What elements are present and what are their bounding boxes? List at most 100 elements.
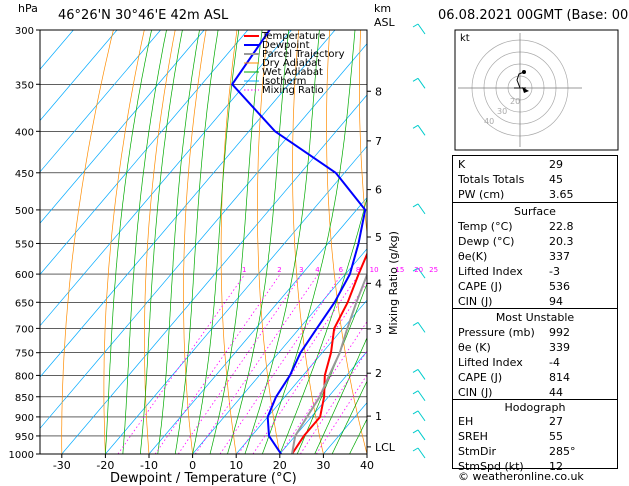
wet-adiabat-line — [174, 30, 219, 454]
km-label: km — [374, 2, 391, 15]
wind-barb-flag — [412, 429, 419, 434]
pressure-tick-label: 1000 — [9, 450, 34, 461]
mixing-ratio-line — [238, 273, 360, 454]
km-tick-label: 4 — [375, 277, 382, 290]
most-unstable-value: 339 — [549, 341, 570, 354]
hodograph-table-key: StmSpd (kt) — [458, 460, 524, 473]
dry-adiabat-line — [144, 30, 176, 454]
hodograph-table-value: 285° — [549, 445, 576, 458]
mixing-ratio-label: 3 — [299, 266, 303, 274]
km-tick-label: 1 — [375, 410, 382, 423]
mixing-ratio-line — [194, 273, 319, 454]
hodograph-table-value: 12 — [549, 460, 563, 473]
hodograph-ring-label: 40 — [484, 117, 494, 126]
hodograph-table-title: Hodograph — [504, 401, 566, 414]
most-unstable-value: 992 — [549, 326, 570, 339]
legend-entry: Parcel Trajectory — [262, 49, 345, 60]
isotherm-line — [148, 196, 367, 454]
dry-adiabat-line — [359, 30, 367, 237]
wind-barb — [417, 369, 426, 380]
most-unstable-key: CIN (J) — [458, 386, 493, 399]
surface-key: CIN (J) — [458, 295, 493, 308]
index-row: K 29 — [453, 157, 619, 172]
legend-entry: Isotherm — [262, 76, 306, 87]
hodograph-table-key: EH — [458, 415, 474, 428]
wet-adiabat-line — [279, 196, 367, 454]
hodograph-frame — [454, 29, 619, 151]
dry-adiabat-line — [391, 30, 454, 454]
indices-panel: K 29 Totals Totals 45 PW (cm) 3.65 Surface Te… — [452, 155, 619, 473]
dry-adiabat-line — [326, 30, 367, 454]
index-row: Totals Totals 45 — [453, 172, 619, 187]
wind-barb — [417, 78, 426, 89]
most-unstable-row: Lifted Index -4 — [453, 355, 619, 370]
x-tick-label: -20 — [96, 459, 114, 472]
most-unstable-value: -4 — [549, 356, 560, 369]
mixing-ratio-line — [252, 281, 367, 454]
dry-adiabat-line — [220, 30, 238, 454]
wind-barb-flag — [412, 77, 419, 82]
dry-adiabat-line — [183, 30, 207, 454]
hodograph-kt-label: kt — [460, 33, 470, 44]
isotherm-line — [61, 94, 367, 454]
mixing-ratio-labels: 1 2 3 4 6 8 10 15 20 25 — [242, 266, 438, 274]
index-key: PW (cm) — [458, 188, 505, 201]
dry-adiabat-line — [292, 30, 324, 454]
most-unstable-title: Most Unstable — [495, 311, 575, 324]
pressure-tick-label: 300 — [15, 26, 34, 37]
mixing-ratio-line — [154, 273, 281, 454]
index-key: K — [458, 158, 466, 171]
most-unstable-key: θe (K) — [458, 341, 491, 354]
series-temperature — [291, 251, 367, 454]
mixing-ratio-line — [300, 350, 367, 454]
wet-adiabat-line — [244, 30, 320, 454]
wind-barb — [417, 429, 426, 441]
most-unstable-value: 44 — [549, 386, 563, 399]
datetime-title: 06.08.2021 00GMT (Base: 00) — [438, 8, 629, 23]
wind-barb-flag — [412, 368, 419, 373]
pressure-tick-label: 650 — [15, 298, 34, 309]
hodograph-ring-label: 30 — [497, 107, 507, 116]
pressure-tick-label: 600 — [15, 270, 34, 281]
most-unstable-key: CAPE (J) — [458, 371, 503, 384]
isotherm-line — [40, 30, 118, 122]
wet-adiabat-line — [227, 30, 290, 454]
mixing-ratio-axis-label: Mixing Ratio (g/kg) — [387, 231, 400, 335]
x-tick-label: 10 — [229, 459, 243, 472]
asl-label: ASL — [374, 16, 396, 29]
hodograph-end-point — [522, 70, 526, 74]
mixing-ratio-label: 8 — [356, 266, 360, 274]
wet-adiabat-line — [262, 30, 356, 454]
pressure-tick-label: 900 — [15, 413, 34, 424]
wet-adiabat-line — [192, 30, 240, 454]
hodograph-table-value: 55 — [549, 430, 563, 443]
x-tick-label: 0 — [189, 459, 196, 472]
background-lines — [40, 30, 454, 454]
most-unstable-row: CIN (J) 44 — [453, 385, 619, 400]
mixing-ratio-label: 25 — [429, 266, 438, 274]
surface-value: 94 — [549, 295, 563, 308]
most-unstable-row: Pressure (mb) 992 — [453, 325, 619, 340]
mixing-ratio-label: 1 — [242, 266, 246, 274]
wind-barb-flag — [412, 124, 419, 129]
wet-adiabat-line — [157, 30, 200, 454]
hodograph-table-box: Hodograph EH 27 SREH 55 StmDir 285° StmSpd (kt… — [452, 399, 618, 473]
pressure-tick-label: 500 — [15, 206, 34, 217]
wind-barb-flag — [412, 321, 419, 326]
mixing-ratio-label: 15 — [395, 266, 404, 274]
isotherm-line — [40, 43, 367, 429]
km-tick-label: 5 — [375, 231, 382, 244]
mixing-ratio-label: 4 — [315, 266, 320, 274]
x-axis-label: Dewpoint / Temperature (°C) — [110, 471, 297, 486]
x-tick-label: 40 — [360, 459, 374, 472]
surface-value: 337 — [549, 250, 570, 263]
wet-adiabat-line — [296, 282, 367, 454]
mixing-ratio-line — [219, 273, 343, 454]
isotherm-line — [40, 30, 205, 224]
pressure-tick-label: 400 — [15, 127, 34, 138]
km-tick-label: 7 — [375, 135, 382, 148]
index-key: Totals Totals — [458, 173, 525, 186]
surface-value: 536 — [549, 280, 570, 293]
